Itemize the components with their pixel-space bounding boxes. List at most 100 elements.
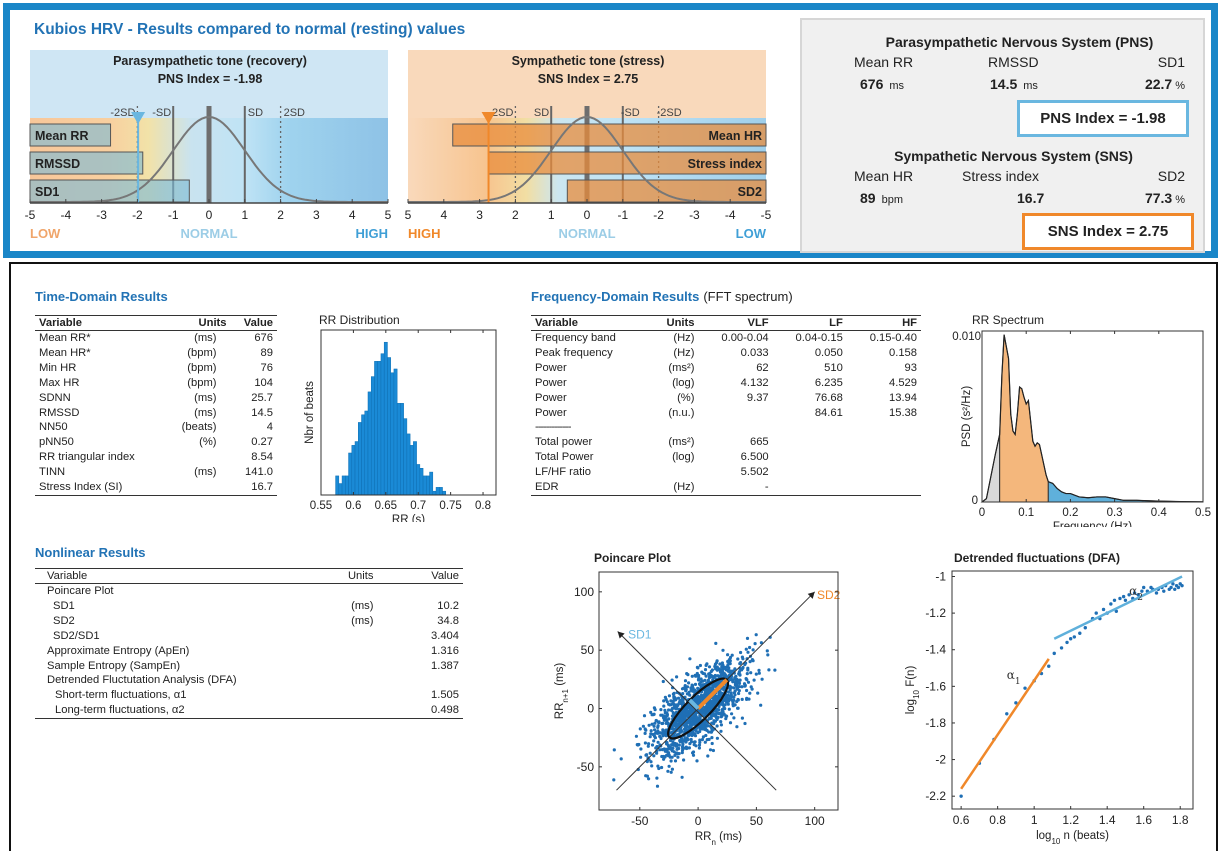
histogram-bar bbox=[345, 475, 349, 496]
plot-frame bbox=[951, 570, 1194, 810]
sd-label: -SD bbox=[152, 107, 171, 119]
scatter-point bbox=[706, 678, 710, 682]
scatter-point bbox=[649, 729, 653, 733]
table-row: Mean RR* (ms) 676 bbox=[35, 331, 277, 346]
histogram-bar bbox=[387, 357, 391, 496]
sd1-arrow-icon bbox=[617, 631, 625, 639]
scatter-point bbox=[720, 661, 724, 665]
scatter-point bbox=[688, 706, 692, 711]
table-cell: Stress Index (SI) bbox=[39, 481, 123, 494]
sns-label-sd2: SD2 bbox=[1157, 168, 1185, 184]
x-tick-label: 0.6 bbox=[345, 500, 361, 512]
table-cell: (ms²) bbox=[668, 361, 695, 374]
histogram-bar bbox=[383, 341, 388, 496]
high-label: HIGH bbox=[356, 226, 389, 241]
scatter-point bbox=[715, 736, 719, 740]
dfa-point bbox=[1140, 589, 1144, 593]
sd2-label: SD2 bbox=[817, 588, 841, 602]
chart-title: Poincare Plot bbox=[594, 551, 671, 565]
table-cell: Peak frequency bbox=[535, 346, 613, 359]
table-row: Min HR (bpm) 76 bbox=[35, 361, 277, 376]
scatter-point bbox=[733, 677, 737, 681]
scatter-point bbox=[694, 715, 699, 720]
sd-label: SD bbox=[534, 107, 549, 119]
axis-tick-label: -3 bbox=[689, 208, 700, 222]
scatter-point bbox=[753, 642, 757, 646]
scatter-point bbox=[647, 742, 651, 746]
axis-tick-label: 4 bbox=[349, 208, 356, 222]
scatter-point bbox=[701, 683, 705, 687]
scatter-point bbox=[724, 693, 728, 698]
scatter-point bbox=[746, 666, 750, 670]
sd-label: -2SD bbox=[110, 107, 135, 119]
scatter-point bbox=[710, 668, 714, 672]
scatter-point bbox=[752, 678, 756, 682]
scatter-point bbox=[735, 685, 739, 690]
scatter-point bbox=[738, 673, 742, 677]
scatter-point bbox=[667, 708, 671, 712]
axis-tick-label: -2 bbox=[132, 208, 143, 222]
col-header: Variable bbox=[35, 315, 165, 331]
scatter-point bbox=[730, 712, 734, 716]
table-row: TINN (ms) 141.0 bbox=[35, 465, 277, 480]
table-row: Peak frequency (Hz) 0.033 0.050 0.158 bbox=[531, 346, 921, 361]
table-cell: (%) bbox=[199, 436, 217, 449]
scatter-point bbox=[746, 650, 750, 654]
table-cell: pNN50 bbox=[39, 436, 74, 449]
table-cell: 0.050 bbox=[814, 346, 843, 359]
table-cell: EDR bbox=[535, 481, 559, 494]
table-cell: 25.7 bbox=[251, 391, 273, 404]
histogram-bar bbox=[435, 487, 440, 496]
table-row: Power (log) 4.132 6.235 4.529 bbox=[531, 376, 921, 391]
axis-tick-label: 5 bbox=[405, 208, 412, 222]
bar-rmssd bbox=[29, 151, 144, 175]
scatter-point bbox=[686, 725, 690, 729]
scatter-point bbox=[715, 707, 719, 711]
y-tick-label: -1.8 bbox=[925, 716, 946, 730]
histogram-bar bbox=[429, 471, 434, 496]
scatter-point bbox=[656, 740, 660, 744]
scatter-point bbox=[708, 748, 713, 752]
axis-tick-label: 1 bbox=[241, 208, 248, 222]
dfa-point bbox=[1121, 594, 1126, 599]
table-cell: SD2 bbox=[53, 614, 75, 627]
scatter-point bbox=[648, 751, 652, 755]
table-cell: 8.54 bbox=[251, 451, 273, 464]
scatter-point bbox=[634, 734, 638, 738]
sns-index-box: SNS Index = 2.75 bbox=[1022, 213, 1194, 250]
pns-value-rmssd: 14.5 ms bbox=[990, 76, 1038, 92]
axis-tick-label: 4 bbox=[440, 208, 447, 222]
table-cell: Detrended Fluctutation Analysis (DFA) bbox=[47, 674, 237, 687]
table-cell: LF/HF ratio bbox=[535, 466, 591, 479]
col-header: HF bbox=[846, 315, 921, 331]
axis-tick-label: 2 bbox=[277, 208, 284, 222]
scatter-point bbox=[727, 660, 731, 664]
table-cell: Frequency band bbox=[535, 332, 616, 344]
scatter-point bbox=[698, 740, 702, 744]
histogram-bar bbox=[400, 403, 404, 496]
scatter-point bbox=[696, 694, 700, 698]
scatter-point bbox=[728, 694, 733, 698]
scatter-point bbox=[643, 731, 647, 735]
scatter-point bbox=[738, 678, 742, 682]
scatter-point bbox=[726, 669, 730, 673]
axis-tick-label: 0 bbox=[584, 208, 591, 222]
table-cell: Power bbox=[535, 376, 567, 389]
scatter-point bbox=[703, 668, 708, 672]
scatter-point bbox=[698, 663, 702, 668]
scatter-point bbox=[756, 691, 760, 695]
scatter-point bbox=[648, 735, 652, 739]
x-tick-label: 0 bbox=[695, 814, 702, 828]
y-tick-label: -50 bbox=[577, 760, 595, 774]
scatter-point bbox=[675, 742, 679, 746]
sd-label: SD bbox=[248, 107, 263, 119]
scatter-point bbox=[754, 672, 758, 676]
scatter-point bbox=[719, 720, 723, 724]
scatter-point bbox=[685, 672, 689, 676]
scatter-point bbox=[652, 724, 656, 728]
histogram-bar bbox=[393, 368, 398, 496]
dfa-point bbox=[1094, 611, 1098, 615]
scatter-point bbox=[727, 707, 731, 711]
scatter-point bbox=[696, 677, 701, 681]
table-cell: (ms) bbox=[194, 466, 217, 479]
